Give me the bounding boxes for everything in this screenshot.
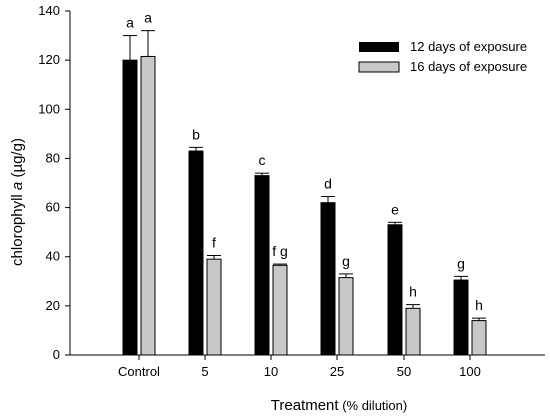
significance-label-series2-10: f g [272, 243, 288, 259]
x-tick-label-10: 10 [264, 364, 278, 379]
legend-swatch-12-days [359, 42, 399, 52]
y-axis-title: chlorophyll a (µg/g) [9, 138, 26, 266]
legend: 12 days of exposure 16 days of exposure [358, 39, 527, 74]
legend-label-12-days: 12 days of exposure [410, 39, 527, 54]
x-tick-label-5: 5 [201, 364, 208, 379]
bar-series2-25 [338, 277, 354, 356]
y-tick-label-120: 120 [38, 52, 60, 67]
x-tick-label-25: 25 [330, 364, 344, 379]
x-tick-label-Control: Control [118, 364, 160, 379]
bar-series1-25 [320, 202, 336, 356]
significance-label-series1-Control: a [126, 15, 134, 31]
bar-series1-10 [254, 175, 270, 356]
x-tick-label-50: 50 [397, 364, 411, 379]
bar-series1-50 [387, 224, 403, 356]
plot-area: 0 20 40 60 80 100 120 140 Control 5 10 25 50 100 a b c d e… [38, 3, 545, 379]
y-tick-label-140: 140 [38, 3, 60, 18]
bar-series2-Control [140, 55, 156, 356]
significance-label-series1-50: e [391, 201, 399, 217]
y-tick-label-20: 20 [46, 298, 60, 313]
legend-swatch-16-days [358, 61, 400, 73]
legend-label-16-days: 16 days of exposure [410, 59, 527, 74]
bar-series2-50 [405, 307, 421, 356]
y-tick-label-60: 60 [46, 200, 60, 215]
y-tick-label-40: 40 [46, 249, 60, 264]
significance-label-series2-25: g [342, 253, 350, 269]
bar-series1-Control [122, 59, 138, 356]
y-tick-label-0: 0 [53, 347, 60, 362]
bar-series1-100 [453, 279, 469, 356]
bar-series2-10 [272, 264, 288, 356]
significance-label-series1-5: b [192, 126, 200, 142]
x-axis-title: Treatment (% dilution) [271, 397, 407, 414]
x-tick-label-100: 100 [459, 364, 481, 379]
y-tick-label-100: 100 [38, 101, 60, 116]
significance-label-series1-25: d [324, 176, 332, 192]
y-tick-label-80: 80 [46, 150, 60, 165]
bar-series1-5 [188, 150, 204, 356]
significance-label-series1-100: g [457, 255, 465, 271]
significance-label-series2-100: h [475, 297, 483, 313]
bar-series2-100 [471, 320, 487, 356]
significance-label-series2-50: h [409, 284, 417, 300]
significance-label-series2-5: f [212, 234, 216, 250]
significance-label-series2-Control: a [144, 10, 152, 26]
significance-label-series1-10: c [259, 152, 266, 168]
bar-series2-5 [206, 258, 222, 356]
